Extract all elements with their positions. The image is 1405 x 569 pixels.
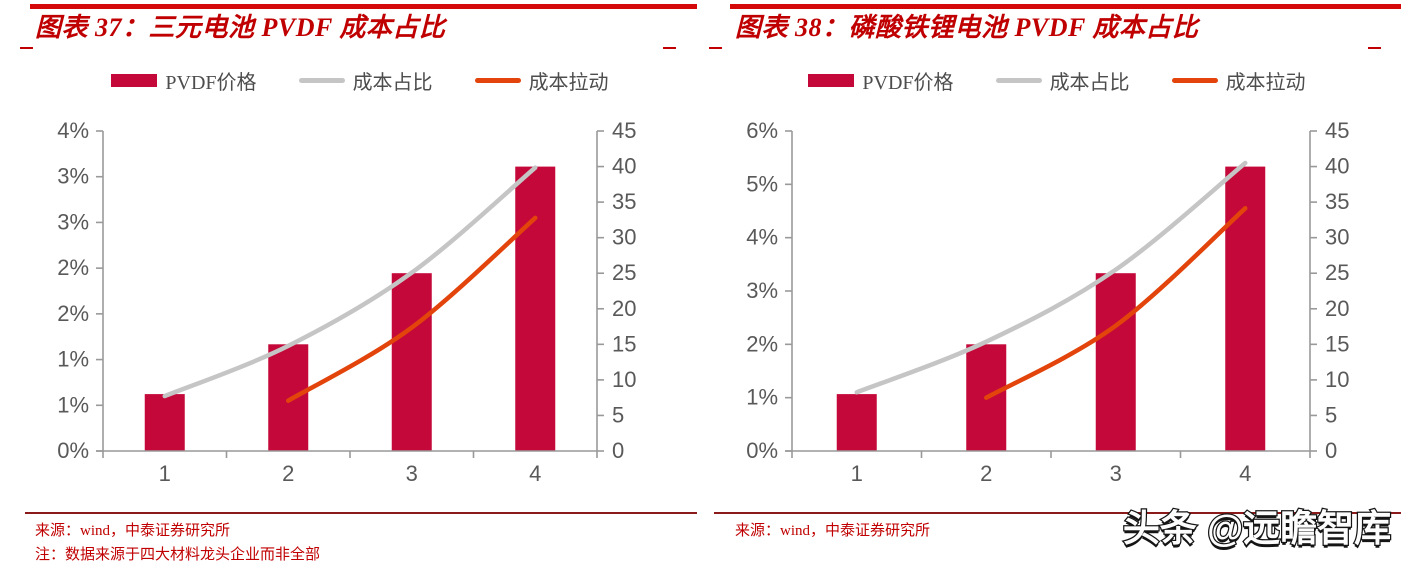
left-axis-tick-label: 1% bbox=[746, 385, 778, 410]
right-axis-tick-label: 45 bbox=[1325, 118, 1349, 143]
left-axis-tick-label: 2% bbox=[57, 301, 89, 326]
title-top-rule bbox=[730, 4, 1401, 9]
right-axis-tick-label: 25 bbox=[1325, 260, 1349, 285]
legend: PVDF价格 成本占比 成本拉动 bbox=[709, 66, 1405, 95]
source-text: 来源：wind，中泰证券研究所 bbox=[735, 523, 931, 539]
bar-swatch-icon bbox=[111, 74, 158, 87]
left-axis-tick-label: 6% bbox=[746, 118, 778, 143]
figure-38-panel: 图表 38：磷酸铁锂电池 PVDF 成本占比 PVDF价格 成本占比 成本拉动 … bbox=[709, 0, 1405, 569]
left-axis-tick-label: 5% bbox=[746, 171, 778, 196]
legend-item-cost-pull: 成本拉动 bbox=[474, 66, 609, 95]
right-axis-tick-label: 5 bbox=[1325, 402, 1337, 427]
title-underline-dash-left bbox=[20, 47, 33, 49]
right-axis-tick-label: 0 bbox=[1325, 438, 1337, 463]
bar-rect bbox=[391, 273, 432, 451]
legend-label: 成本拉动 bbox=[1225, 72, 1306, 94]
right-axis-tick-label: 40 bbox=[612, 154, 636, 179]
source-text: 来源：wind，中泰证券研究所 bbox=[35, 523, 231, 539]
watermark-text: 头条 @远瞻智库 bbox=[1123, 508, 1391, 549]
right-axis-tick-label: 5 bbox=[612, 402, 624, 427]
orange-line-swatch-icon bbox=[1171, 78, 1218, 83]
right-axis-tick-label: 20 bbox=[612, 296, 636, 321]
left-axis-tick-label: 4% bbox=[57, 118, 89, 143]
right-axis-tick-label: 35 bbox=[612, 189, 636, 214]
bar-rect bbox=[1095, 273, 1136, 451]
legend-label: 成本占比 bbox=[1049, 72, 1130, 94]
right-axis-tick-label: 10 bbox=[1325, 367, 1349, 392]
left-axis-tick-label: 3% bbox=[746, 278, 778, 303]
left-axis-tick-label: 3% bbox=[57, 209, 89, 234]
legend-item-pvdf-price: PVDF价格 bbox=[111, 66, 257, 95]
legend-label: 成本拉动 bbox=[528, 72, 609, 94]
right-axis-tick-label: 0 bbox=[612, 438, 624, 463]
bar-rect bbox=[515, 166, 556, 451]
right-axis-tick-label: 40 bbox=[1325, 154, 1349, 179]
gray-line-swatch-icon bbox=[995, 78, 1042, 83]
figure-37-title: 图表 37：三元电池 PVDF 成本占比 bbox=[35, 13, 446, 42]
watermark-shadow-text: 头条 @远瞻智库 bbox=[1123, 511, 1391, 552]
title-underline-dash-left bbox=[709, 47, 722, 49]
x-axis-category-label: 1 bbox=[159, 461, 171, 486]
x-axis-category-label: 4 bbox=[1239, 461, 1251, 486]
right-axis-tick-label: 45 bbox=[612, 118, 636, 143]
right-axis-tick-label: 30 bbox=[612, 225, 636, 250]
right-axis-tick-label: 30 bbox=[1325, 225, 1349, 250]
x-axis-category-label: 2 bbox=[980, 461, 992, 486]
left-axis-tick-label: 1% bbox=[57, 392, 89, 417]
left-axis-tick-label: 1% bbox=[57, 347, 89, 372]
right-axis-tick-label: 20 bbox=[1325, 296, 1349, 321]
legend-item-pvdf-price: PVDF价格 bbox=[808, 66, 954, 95]
orange-line-swatch-icon bbox=[474, 78, 521, 83]
legend: PVDF价格 成本占比 成本拉动 bbox=[20, 66, 700, 95]
x-axis-category-label: 4 bbox=[529, 461, 541, 486]
legend-label: 成本占比 bbox=[352, 72, 433, 94]
bar-rect bbox=[836, 394, 877, 451]
watermark: 头条 @远瞻智库 头条 @远瞻智库 bbox=[1122, 507, 1393, 552]
cost-ratio-line bbox=[854, 160, 1248, 395]
left-axis-tick-label: 3% bbox=[57, 164, 89, 189]
right-axis-tick-label: 15 bbox=[612, 331, 636, 356]
title-top-rule bbox=[30, 4, 697, 9]
left-axis-tick-label: 2% bbox=[746, 331, 778, 356]
legend-label: PVDF价格 bbox=[165, 72, 257, 94]
figure-37-panel: 图表 37：三元电池 PVDF 成本占比 PVDF价格 成本占比 成本拉动 4%… bbox=[20, 0, 700, 569]
source-separator bbox=[25, 512, 697, 514]
bar-rect bbox=[144, 394, 185, 451]
cost-pull-line bbox=[984, 206, 1248, 400]
right-axis-tick-label: 10 bbox=[612, 367, 636, 392]
bar-rect bbox=[1225, 166, 1266, 451]
x-axis-category-label: 3 bbox=[1110, 461, 1122, 486]
cost-pull-line bbox=[286, 215, 538, 403]
left-axis-tick-label: 4% bbox=[746, 225, 778, 250]
figure-38-combo-chart: 6% 5% 4% 3% 2% 1% 0% 45 40 35 30 25 20 15 10 5 0 1 2 3 4 bbox=[746, 118, 1349, 486]
left-axis-tick-label: 0% bbox=[746, 438, 778, 463]
figure-37-combo-chart: 4% 3% 3% 2% 2% 1% 1% 0% 45 40 35 30 25 20 15 10 5 0 1 2 3 4 bbox=[57, 118, 636, 486]
left-axis-tick-label: 0% bbox=[57, 438, 89, 463]
x-axis-category-label: 3 bbox=[406, 461, 418, 486]
figure-38-title: 图表 38：磷酸铁锂电池 PVDF 成本占比 bbox=[735, 13, 1199, 42]
legend-label: PVDF价格 bbox=[862, 72, 954, 94]
right-axis-tick-label: 25 bbox=[612, 260, 636, 285]
bar-rect bbox=[268, 344, 309, 451]
title-underline-dash-right bbox=[1368, 47, 1381, 49]
gray-line-swatch-icon bbox=[298, 78, 345, 83]
legend-item-cost-pull: 成本拉动 bbox=[1171, 66, 1306, 95]
x-axis-category-label: 1 bbox=[851, 461, 863, 486]
bar-swatch-icon bbox=[808, 74, 855, 87]
right-axis-tick-label: 15 bbox=[1325, 331, 1349, 356]
source-separator bbox=[714, 512, 1401, 514]
legend-item-cost-ratio: 成本占比 bbox=[995, 66, 1130, 95]
cost-ratio-line bbox=[162, 165, 538, 399]
left-axis-tick-label: 2% bbox=[57, 255, 89, 280]
note-text: 注：数据来源于四大材料龙头企业而非全部 bbox=[35, 547, 321, 563]
legend-item-cost-ratio: 成本占比 bbox=[298, 66, 433, 95]
title-underline-dash-right bbox=[663, 47, 676, 49]
right-axis-tick-label: 35 bbox=[1325, 189, 1349, 214]
x-axis-category-label: 2 bbox=[282, 461, 294, 486]
